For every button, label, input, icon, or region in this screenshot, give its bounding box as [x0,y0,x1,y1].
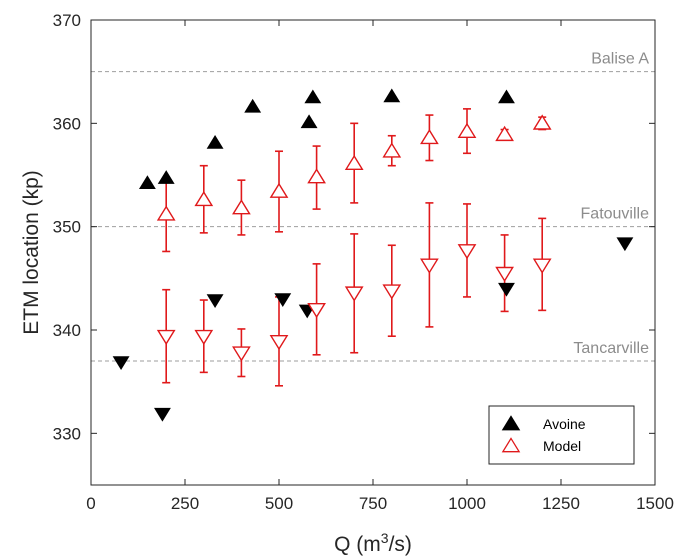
model-ebb-point [156,329,176,346]
avoine-flood-point [383,88,401,103]
axis-ticks: 0 250 500 750 1000 1250 1500 330 340 350 360 370 [53,11,674,513]
model-ebb-point [420,258,439,274]
legend-box [488,405,635,465]
model-ebb-point [382,284,402,300]
y-tick-label: 350 [53,218,81,237]
avoine-flood-point [138,175,156,190]
avoine-ebb-point [498,282,515,297]
model-flood-point [232,199,251,215]
x-axis-label: Q (m3/s) [334,530,412,556]
avoine-flood-point [300,114,318,129]
avoine-ebb-point [154,407,171,422]
avoine-flood-point [244,98,262,113]
y-axis-label: ETM location (kp) [20,170,43,335]
model-ebb-point [194,329,214,346]
model-flood-point [269,182,289,198]
model-ebb-point [457,244,477,260]
model-flood-point [457,122,477,138]
avoine-flood-point [304,89,322,104]
model-flood-point [532,114,552,130]
reference-line-label: Fatouville [581,206,650,223]
model-ebb-point [532,258,552,274]
avoine-ebb-point [112,356,130,371]
legend-label-model: Model [543,438,581,454]
avoine-ebb-point [274,293,292,307]
avoine-flood-point [206,134,224,149]
model-flood-point [420,128,439,145]
y-tick-label: 330 [53,424,81,443]
model-ebb-point [495,266,514,283]
reference-line-label: Balise A [591,51,649,68]
legend: Avoine Model [488,405,635,465]
error-bars [162,108,547,387]
model-flood-point [344,154,364,171]
x-tick-label: 750 [359,494,387,513]
legend-marker-model [501,437,521,453]
model-flood-point [194,190,214,207]
avoine-ebb-point [206,294,224,309]
avoine-flood-point [157,170,175,184]
model-ebb-point [307,302,326,319]
reference-lines: Balise A Fatouville Tancarville [91,51,655,362]
model-ebb-point [269,334,289,351]
y-tick-label: 370 [53,11,81,30]
model-ebb-point [232,346,251,362]
x-tick-label: 1000 [448,494,486,513]
x-tick-label: 0 [86,494,95,513]
x-tick-label: 250 [171,494,199,513]
y-tick-label: 360 [53,114,81,133]
model-ebb-point [344,286,364,302]
legend-marker-avoine [501,415,521,431]
model-flood-point [307,168,326,184]
x-tick-label: 500 [265,494,293,513]
x-tick-label: 1250 [542,494,580,513]
y-tick-label: 340 [53,321,81,340]
avoine-flood-point [498,89,515,104]
model-flood-point [495,125,514,142]
legend-label-avoine: Avoine [543,416,586,432]
reference-line-label: Tancarville [573,340,649,357]
model-flood-point [382,142,402,158]
x-tick-label: 1500 [636,494,674,513]
markers [112,88,634,422]
avoine-ebb-point [616,237,634,252]
model-flood-point [156,205,176,221]
